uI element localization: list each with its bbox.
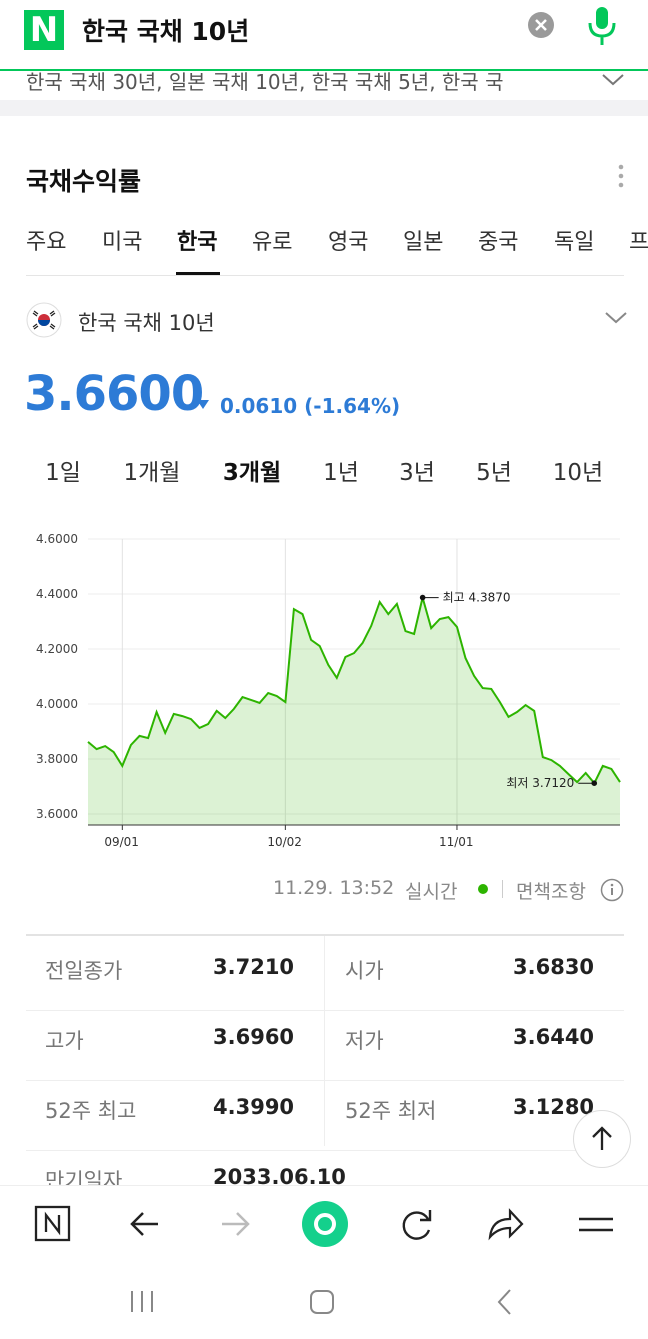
system-back[interactable] — [497, 1289, 511, 1315]
toolbar-icons — [34, 1201, 613, 1315]
tab[interactable]: 미국 — [102, 230, 143, 255]
instrument-name[interactable]: 한국 국채 10년 — [78, 311, 215, 335]
table-row-divider — [26, 1010, 624, 1011]
price: 3.6600 — [24, 366, 204, 422]
table-top-border — [26, 934, 624, 936]
status-divider — [502, 880, 503, 898]
disclaimer-link[interactable]: 면책조항 — [516, 881, 586, 903]
mic-button[interactable] — [585, 4, 619, 48]
tab[interactable]: 중국 — [478, 230, 519, 255]
table-row-divider — [26, 1080, 624, 1081]
stat-label: 52주 최고 — [45, 1099, 137, 1123]
table-column-divider — [324, 936, 325, 1146]
suggestions[interactable]: 한국 국채 30년, 일본 국채 10년, 한국 국채 5년, 한국 국 — [26, 70, 504, 94]
y-tick-label: 4.4000 — [36, 587, 78, 601]
share-button[interactable] — [488, 1208, 524, 1241]
tab-indicator — [176, 272, 220, 275]
green-dot-button[interactable] — [302, 1201, 348, 1247]
flag-icon — [26, 302, 62, 338]
table-row-divider — [26, 1150, 624, 1151]
y-tick-label: 4.0000 — [36, 697, 78, 711]
search-query[interactable]: 한국 국채 10년 — [82, 17, 250, 46]
forward-button[interactable] — [222, 1212, 250, 1236]
info-icon[interactable] — [600, 878, 624, 902]
tab[interactable]: 프 — [629, 230, 648, 255]
stat-label: 저가 — [345, 1029, 384, 1053]
period-option[interactable]: 10년 — [552, 460, 604, 486]
reload-button[interactable] — [402, 1210, 432, 1240]
period-option[interactable]: 1년 — [323, 460, 359, 486]
x-tick-label: 10/02 — [267, 835, 302, 849]
stat-value: 3.1280 — [513, 1095, 595, 1119]
tab[interactable]: 한국 — [177, 230, 218, 255]
low-label: 최저 3.7120 — [506, 776, 574, 790]
tab[interactable]: 주요 — [26, 230, 67, 255]
separator-band — [0, 100, 648, 116]
y-tick-label: 3.8000 — [36, 752, 78, 766]
scroll-top-button[interactable] — [572, 1109, 632, 1169]
stat-label: 52주 최저 — [345, 1099, 437, 1123]
stat-value: 3.6960 — [213, 1025, 295, 1049]
stat-value: 3.6830 — [513, 955, 595, 979]
section-title: 국채수익률 — [26, 167, 142, 196]
stat-label: 시가 — [345, 959, 384, 983]
home-button[interactable] — [34, 1205, 71, 1242]
more-menu[interactable] — [614, 162, 628, 192]
y-tick-label: 4.2000 — [36, 642, 78, 656]
period-option[interactable]: 5년 — [476, 460, 512, 486]
stat-label: 전일종가 — [45, 959, 123, 983]
recent-apps[interactable] — [131, 1291, 153, 1312]
x-tick-label: 11/01 — [439, 835, 474, 849]
y-tick-label: 4.6000 — [36, 532, 78, 546]
change-value: 0.0610 — [220, 394, 298, 418]
system-home[interactable] — [310, 1290, 334, 1314]
back-button[interactable] — [130, 1212, 158, 1236]
instrument-dropdown[interactable] — [603, 308, 629, 328]
menu-button[interactable] — [579, 1217, 613, 1232]
change-percent: (-1.64%) — [304, 394, 401, 418]
stat-label: 고가 — [45, 1029, 84, 1053]
area — [88, 597, 620, 825]
tab[interactable]: 영국 — [328, 230, 369, 255]
high-label: 최고 4.3870 — [443, 591, 511, 605]
x-tick-label: 09/01 — [104, 835, 139, 849]
tab[interactable]: 독일 — [554, 230, 595, 255]
header-border — [0, 69, 648, 71]
logo[interactable]: N — [24, 10, 64, 50]
tab-divider — [26, 275, 624, 276]
period-option[interactable]: 1개월 — [123, 460, 181, 486]
line — [87, 597, 621, 786]
stat-value: 3.7210 — [213, 955, 295, 979]
timestamp: 11.29. 13:52 — [273, 877, 395, 899]
period-option[interactable]: 3년 — [399, 460, 435, 486]
down-arrow — [197, 400, 209, 409]
y-tick-label: 3.6000 — [36, 807, 78, 821]
tab[interactable]: 유로 — [252, 230, 293, 255]
expand-icon[interactable] — [600, 70, 626, 90]
tab[interactable]: 일본 — [403, 230, 444, 255]
realtime-dot — [478, 884, 488, 894]
period-option[interactable]: 3개월 — [222, 460, 282, 486]
realtime-label: 실시간 — [405, 881, 458, 903]
chart: 3.6000 3.8000 4.0000 4.2000 4.4000 4.6000 09/0… — [36, 532, 621, 849]
clear-button[interactable] — [526, 10, 556, 40]
period-option[interactable]: 1일 — [45, 460, 81, 486]
stat-value: 4.3990 — [213, 1095, 295, 1119]
stat-value: 3.6440 — [513, 1025, 595, 1049]
price-change: 0.0610 (-1.64%) — [220, 394, 400, 418]
